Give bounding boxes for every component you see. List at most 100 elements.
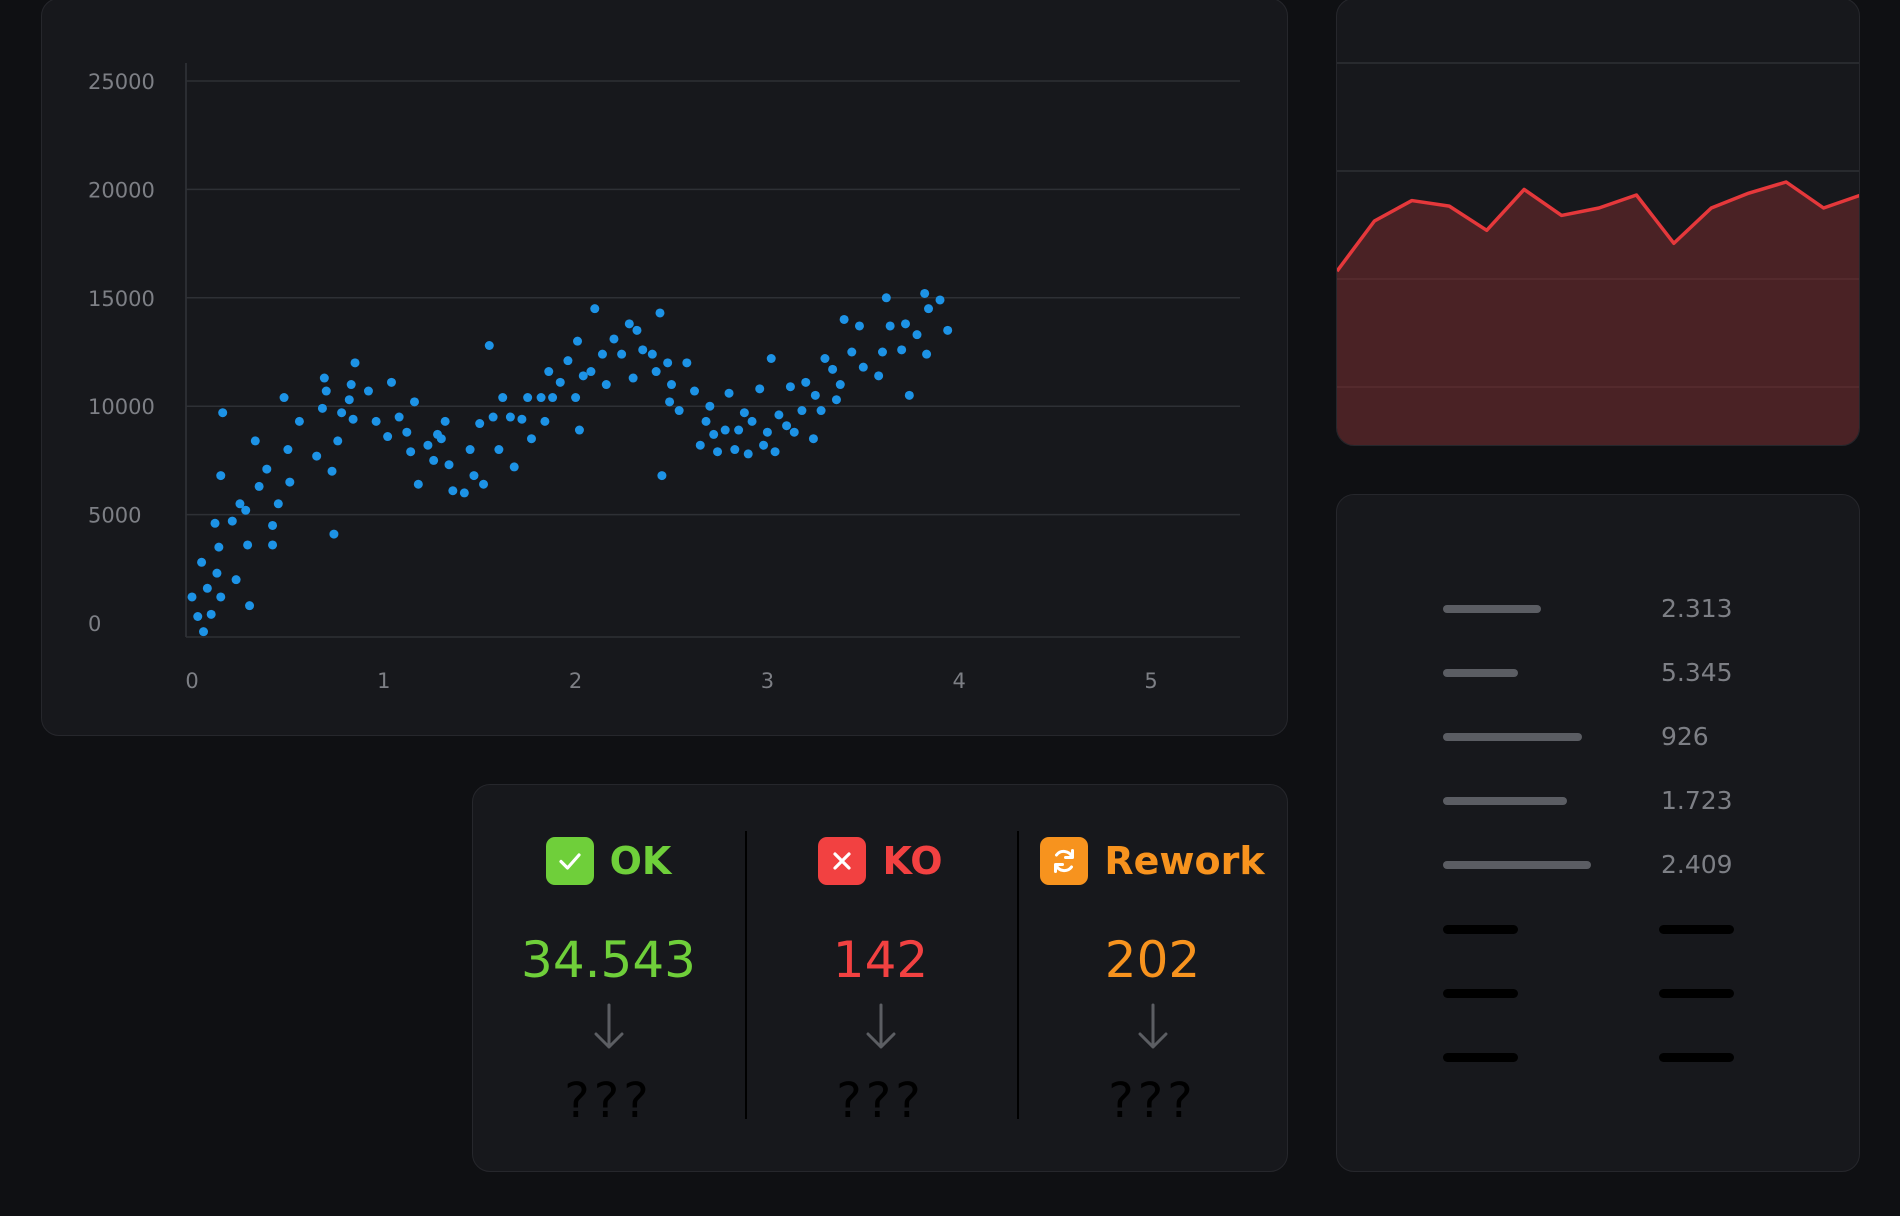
- list-item-value: 926: [1661, 722, 1709, 751]
- close-icon: [818, 837, 867, 885]
- placeholder-row: [1337, 909, 1859, 949]
- scatter-point: [268, 540, 278, 550]
- list-item: 1.723: [1337, 781, 1859, 821]
- status-ok-label: OK: [609, 839, 672, 883]
- list-item-value: 2.409: [1661, 850, 1733, 879]
- scatter-point: [924, 304, 934, 314]
- scatter-point: [720, 425, 730, 435]
- scatter-point: [665, 397, 675, 407]
- status-ok-value: 34.543: [521, 931, 696, 989]
- scatter-point: [690, 386, 700, 396]
- scatter-point: [586, 367, 596, 377]
- scatter-point: [935, 295, 945, 305]
- scatter-point: [766, 354, 776, 364]
- scatter-point: [214, 542, 224, 552]
- scatter-point: [590, 304, 600, 314]
- scatter-point: [540, 416, 550, 426]
- scatter-point: [193, 611, 203, 621]
- scatter-point: [329, 529, 339, 539]
- scatter-point: [344, 395, 354, 405]
- scatter-point: [429, 455, 439, 465]
- scatter-point: [609, 334, 619, 344]
- scatter-point: [578, 371, 588, 381]
- scatter-point: [922, 349, 932, 359]
- status-ko-value: 142: [832, 931, 929, 989]
- scatter-point: [563, 356, 573, 366]
- scatter-point: [571, 393, 581, 403]
- placeholder-row: [1337, 1037, 1859, 1077]
- placeholder-value: [1659, 925, 1734, 934]
- placeholder-bar: [1443, 925, 1518, 934]
- scatter-point: [624, 319, 634, 329]
- list-item-bar: [1443, 733, 1583, 741]
- scatter-point: [743, 449, 753, 459]
- status-ok-header: OK: [473, 836, 744, 886]
- scatter-point: [206, 609, 216, 619]
- scatter-point: [943, 325, 953, 335]
- scatter-point: [294, 416, 304, 426]
- scatter-point: [321, 386, 331, 396]
- x-tick-label: 5: [1144, 669, 1157, 693]
- placeholder-value: [1659, 989, 1734, 998]
- scatter-point: [797, 406, 807, 416]
- list-item: 5.345: [1337, 653, 1859, 693]
- scatter-point: [346, 380, 356, 390]
- scatter-point: [348, 414, 358, 424]
- scatter-point: [885, 321, 895, 331]
- list-item: 2.313: [1337, 589, 1859, 629]
- area-fill: [1337, 182, 1859, 445]
- scatter-chart: 25000 20000 15000 10000 5000 0 0 1 2 3 4 5: [88, 63, 1240, 693]
- scatter-point: [555, 377, 565, 387]
- scatter-point: [363, 386, 373, 396]
- scatter-point: [283, 445, 293, 455]
- scatter-point: [801, 377, 811, 387]
- scatter-point: [216, 592, 226, 602]
- scatter-point: [386, 377, 396, 387]
- scatter-point: [701, 416, 711, 426]
- scatter-point: [469, 471, 479, 481]
- status-rework: Rework 202 ???: [1017, 785, 1288, 1173]
- scatter-point: [632, 325, 642, 335]
- scatter-point: [647, 349, 657, 359]
- scatter-point: [638, 345, 648, 355]
- scatter-point: [279, 393, 289, 403]
- scatter-point: [828, 364, 838, 374]
- scatter-point: [406, 447, 416, 457]
- scatter-point: [877, 347, 887, 357]
- scatter-point: [831, 395, 841, 405]
- scatter-point: [808, 434, 818, 444]
- scatter-point: [655, 308, 665, 318]
- scatter-point: [897, 345, 907, 355]
- area-chart-panel: [1336, 0, 1860, 446]
- scatter-point: [254, 481, 264, 491]
- scatter-point: [789, 427, 799, 437]
- status-ko: KO 142 ???: [745, 785, 1016, 1173]
- list-item-value: 1.723: [1661, 786, 1733, 815]
- x-tick-label: 4: [953, 669, 966, 693]
- y-tick-label: 25000: [88, 70, 155, 94]
- check-icon: [545, 837, 594, 885]
- y-tick-label: 0: [88, 612, 101, 636]
- scatter-point: [874, 371, 884, 381]
- scatter-point: [548, 393, 558, 403]
- arrow-down-icon: [745, 1003, 1016, 1051]
- scatter-point: [601, 380, 611, 390]
- scatter-point: [459, 488, 469, 498]
- scatter-point: [436, 434, 446, 444]
- status-ok: OK 34.543 ???: [473, 785, 744, 1173]
- scatter-point: [713, 447, 723, 457]
- scatter-point: [505, 412, 515, 422]
- scatter-point: [820, 354, 830, 364]
- scatter-point: [383, 432, 393, 442]
- list-item: 2.409: [1337, 845, 1859, 885]
- scatter-point: [409, 397, 419, 407]
- scatter-point: [709, 429, 719, 439]
- column-divider: [1017, 831, 1019, 1119]
- status-summary-panel: OK 34.543 ??? KO 142 ???: [472, 784, 1288, 1172]
- status-ko-header: KO: [745, 836, 1016, 886]
- scatter-point: [734, 425, 744, 435]
- status-rework-label: Rework: [1104, 839, 1265, 883]
- list-item-bar: [1443, 605, 1541, 613]
- scatter-point: [285, 477, 295, 487]
- scatter-point: [847, 347, 857, 357]
